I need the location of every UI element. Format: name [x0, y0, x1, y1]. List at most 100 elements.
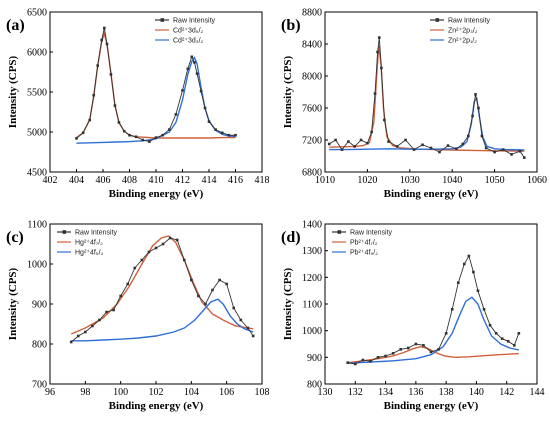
raw-data-point — [199, 89, 203, 93]
raw-data-point — [347, 140, 350, 143]
raw-data-point — [383, 118, 386, 122]
series-line-raw — [328, 37, 525, 158]
series-line-raw — [76, 27, 236, 143]
y-tick-label: 5000 — [27, 128, 47, 139]
legend-label: Raw Intensity — [350, 230, 393, 237]
raw-data-point — [340, 148, 344, 151]
raw-data-point — [456, 281, 460, 284]
y-tick-label: 6800 — [302, 168, 322, 179]
raw-data-point — [472, 270, 475, 274]
raw-data-point — [193, 61, 196, 64]
plot-frame — [324, 11, 538, 173]
raw-data-point — [438, 150, 441, 154]
raw-data-point — [467, 254, 471, 258]
raw-data-point — [174, 113, 178, 116]
raw-data-point — [450, 308, 454, 311]
raw-data-point — [512, 344, 516, 347]
panel-label: (a) — [6, 17, 25, 34]
raw-data-point — [203, 106, 207, 110]
raw-data-point — [380, 66, 383, 70]
raw-data-point — [493, 150, 496, 154]
y-tick-label: 1200 — [302, 273, 322, 284]
raw-data-point — [414, 342, 418, 346]
raw-data-point — [399, 348, 403, 351]
raw-data-point — [421, 143, 424, 147]
y-axis-title: Intensity (CPS) — [282, 267, 294, 340]
raw-data-point — [207, 120, 211, 123]
raw-data-point — [387, 140, 390, 143]
raw-data-point — [147, 250, 151, 254]
raw-data-point — [105, 310, 108, 314]
raw-data-point — [98, 318, 101, 322]
y-tick-label: 6000 — [27, 48, 47, 59]
series-line-fit — [76, 56, 236, 144]
raw-data-point — [359, 138, 363, 142]
y-tick-label: 6500 — [27, 8, 47, 19]
series-line-fit — [347, 296, 519, 364]
series-line-fit — [329, 45, 525, 152]
x-tick-label: 130 — [318, 387, 333, 398]
x-tick-label: 96 — [45, 387, 55, 398]
raw-data-point — [92, 93, 96, 97]
raw-data-point — [234, 133, 237, 137]
x-tick-label: 402 — [43, 175, 58, 186]
x-tick-label: 134 — [378, 387, 393, 398]
raw-data-point — [494, 332, 498, 335]
raw-data-point — [384, 354, 387, 358]
raw-data-point — [190, 278, 193, 282]
raw-data-point — [186, 67, 190, 71]
legend-marker — [435, 18, 440, 22]
raw-data-point — [195, 72, 199, 75]
legend-label: Cd²⁺3d₃/₂ — [173, 38, 204, 45]
y-tick-label: 1300 — [302, 246, 322, 257]
x-tick-label: 408 — [122, 175, 137, 186]
raw-data-point — [211, 288, 214, 292]
raw-data-point — [406, 346, 410, 350]
raw-data-point — [471, 114, 474, 118]
panel-c-chart: 96 98 100 102 104 106 108 700 800 900 1000 1100 Bind… — [6, 220, 270, 413]
legend-label: Cd²⁺3d₅/₂ — [173, 28, 204, 35]
series-line-fit — [70, 235, 254, 335]
raw-data-point — [218, 278, 221, 282]
raw-data-point — [476, 289, 480, 292]
raw-data-point — [463, 262, 466, 266]
x-tick-label: 132 — [348, 387, 363, 398]
raw-data-point — [522, 156, 526, 159]
raw-data-point — [500, 337, 504, 340]
raw-data-point — [126, 282, 130, 286]
y-tick-label: 4500 — [27, 168, 47, 179]
x-tick-label: 406 — [96, 175, 111, 186]
raw-data-point — [113, 104, 117, 107]
x-tick-label: 106 — [219, 387, 234, 398]
raw-data-point — [346, 361, 350, 364]
plot-frame — [324, 223, 538, 385]
raw-data-point — [373, 92, 377, 95]
x-tick-label: 138 — [439, 387, 454, 398]
raw-data-point — [446, 144, 450, 147]
raw-data-point — [477, 106, 480, 110]
panel-label: (d) — [281, 229, 301, 246]
raw-data-point — [412, 148, 416, 151]
x-tick-label: 1060 — [527, 175, 547, 186]
y-tick-label: 1100 — [27, 220, 47, 231]
y-tick-label: 900 — [307, 353, 322, 364]
raw-data-point — [225, 282, 228, 286]
raw-data-point — [190, 55, 194, 59]
legend-label: Pb²⁺4f₇/₂ — [350, 240, 378, 247]
y-axis-title: Intensity (CPS) — [7, 267, 19, 340]
raw-data-point — [437, 348, 440, 351]
raw-data-point — [353, 362, 357, 366]
raw-data-point — [518, 149, 522, 153]
x-tick-label: 1010 — [315, 175, 335, 186]
y-tick-label: 8800 — [302, 8, 322, 19]
raw-data-point — [141, 138, 145, 142]
x-tick-label: 142 — [499, 387, 514, 398]
x-tick-label: 1040 — [442, 175, 462, 186]
raw-data-point — [84, 330, 87, 334]
legend-marker — [160, 18, 165, 22]
raw-data-point — [353, 145, 356, 148]
raw-data-point — [376, 356, 380, 359]
raw-data-point — [134, 135, 138, 139]
raw-data-point — [455, 147, 458, 151]
